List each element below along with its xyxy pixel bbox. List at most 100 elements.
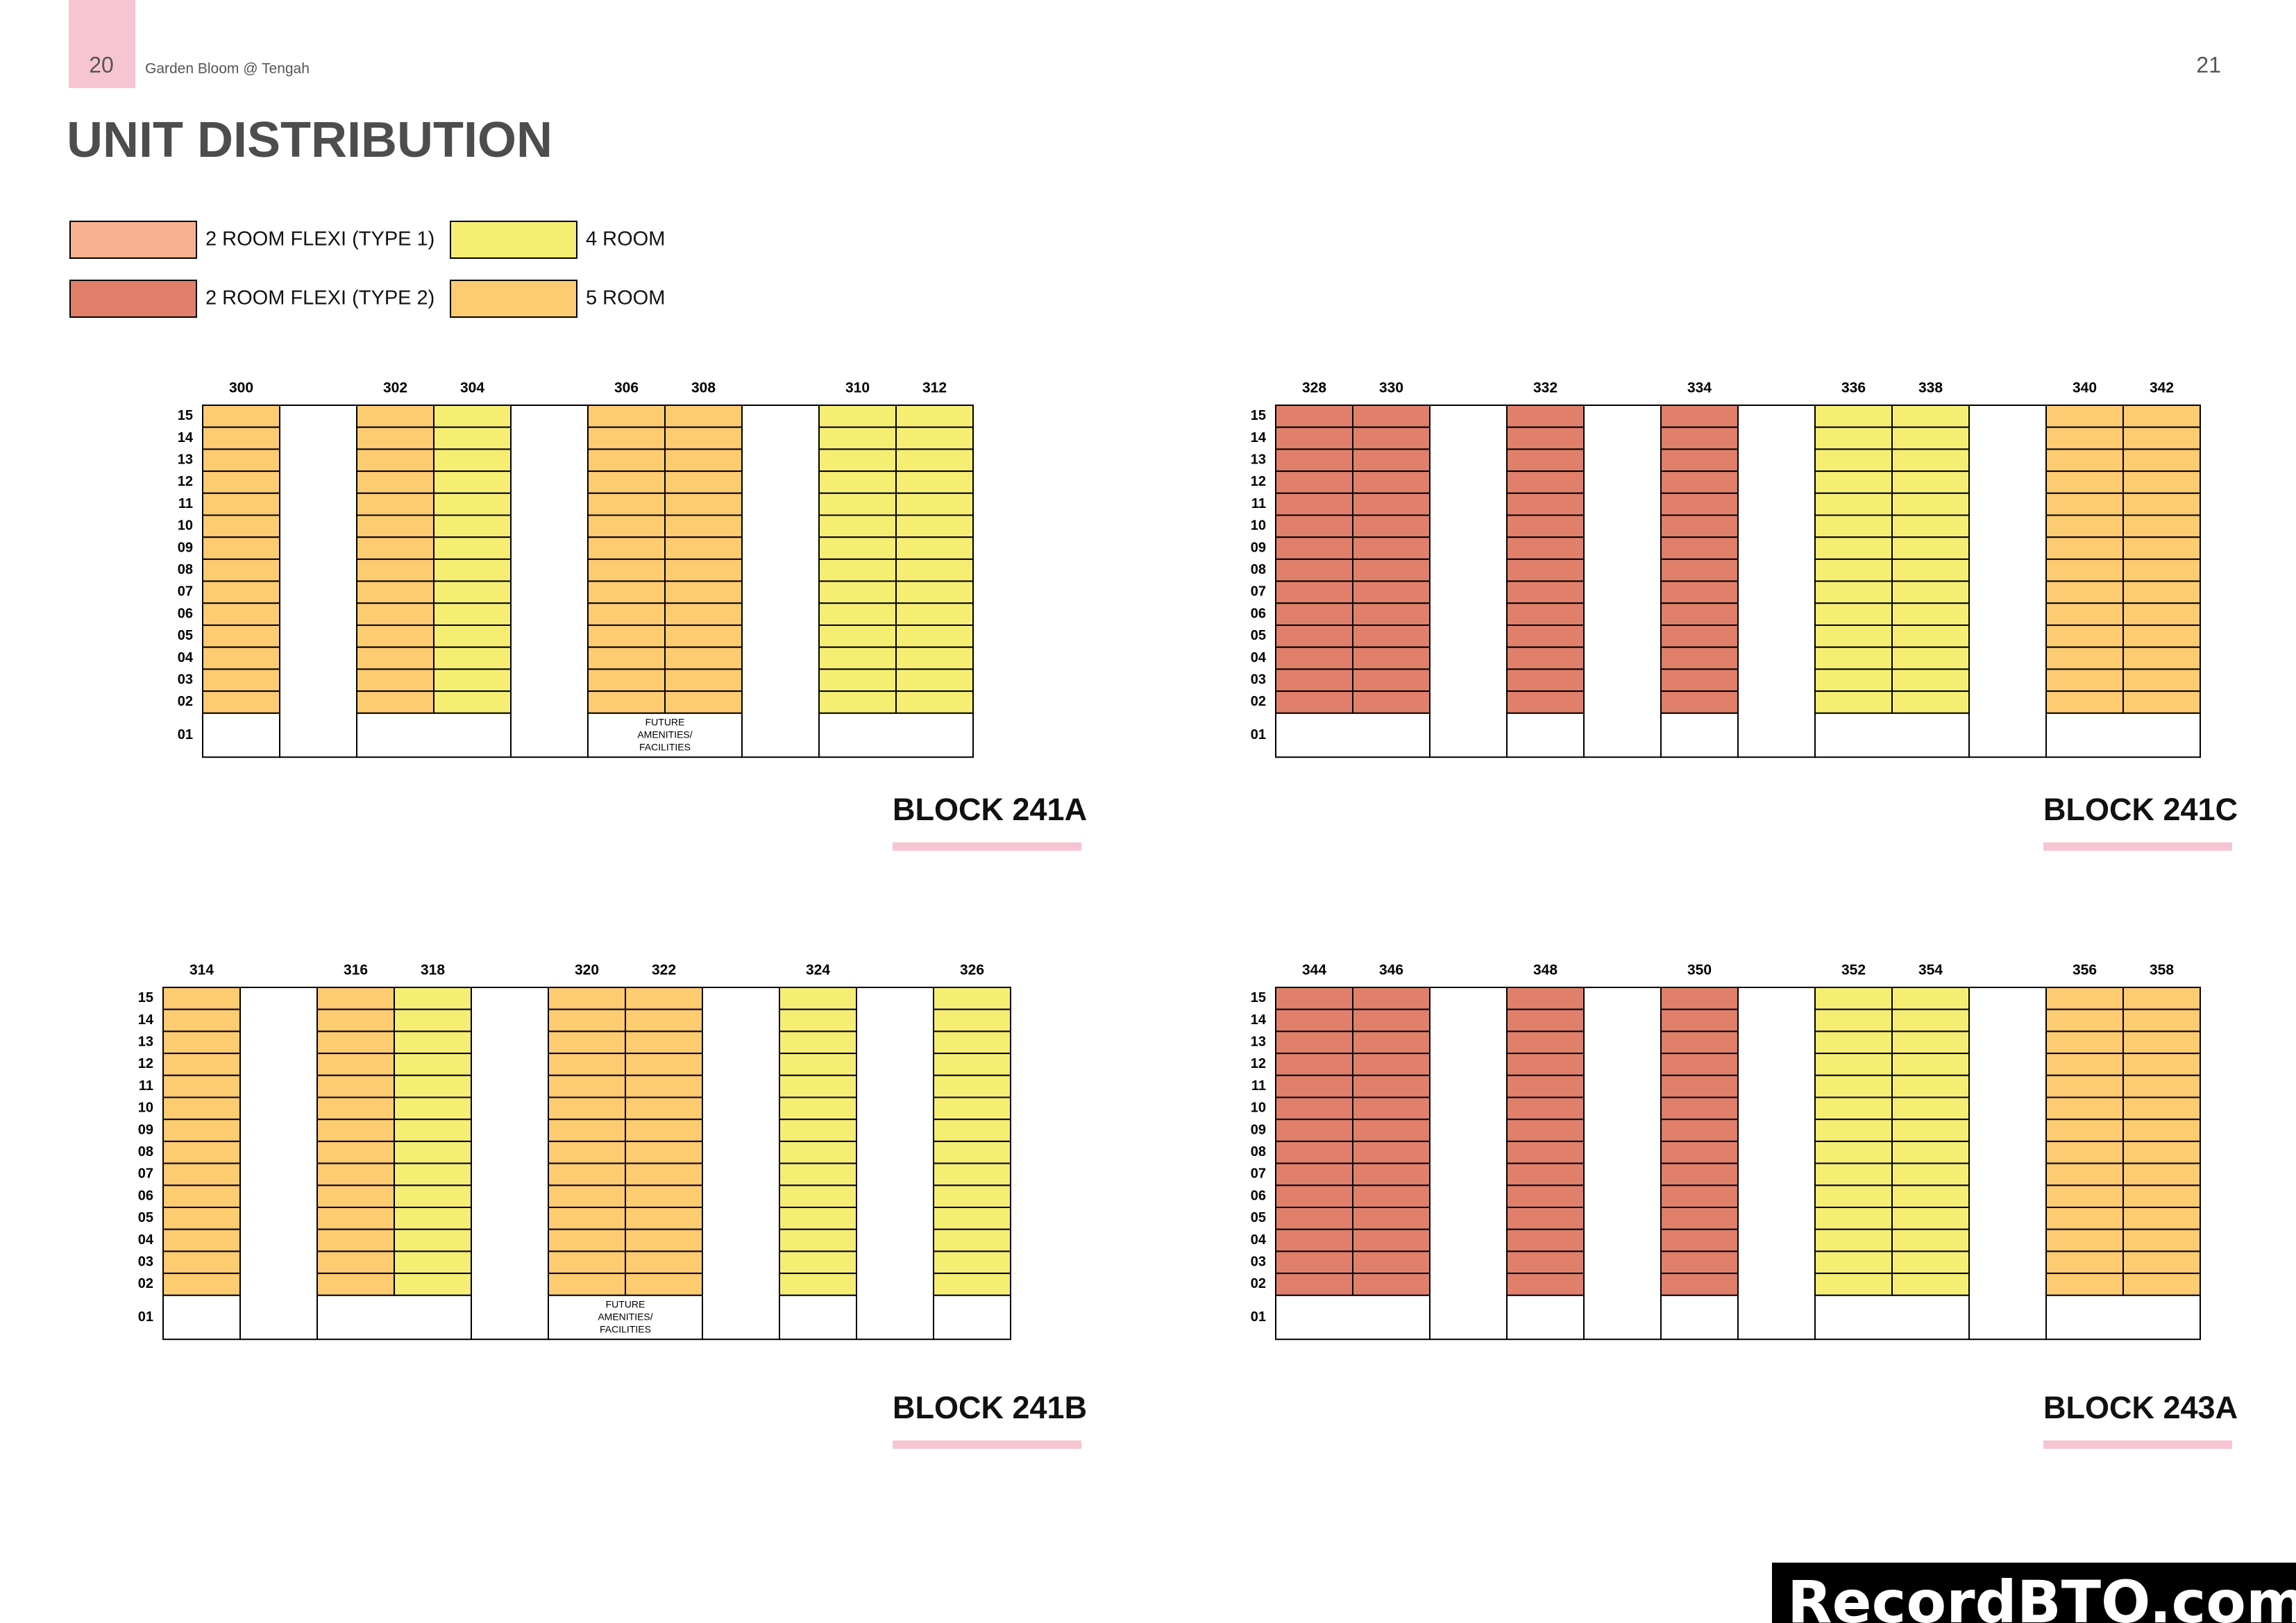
unit-cell: [2122, 1053, 2201, 1076]
floor-label: 07: [1251, 1166, 1266, 1182]
page-title: UNIT DISTRIBUTION: [67, 112, 552, 168]
block-underline: [2043, 842, 2232, 851]
ground-note: FUTURE: [645, 717, 685, 728]
unit-cell: [2045, 1119, 2124, 1142]
unit-cell: [1352, 1207, 1430, 1230]
unit-cell: [356, 492, 434, 516]
unit-cell: [394, 1119, 472, 1142]
unit-cell: [933, 1074, 1011, 1098]
unit-number: 352: [1841, 962, 1866, 978]
floor-label: 11: [139, 1078, 153, 1094]
unit-cell: [1660, 1207, 1739, 1230]
unit-cell: [587, 448, 666, 473]
unit-cell: [2122, 1074, 2201, 1098]
unit-cell: [1891, 624, 1970, 648]
unit-cell: [2045, 1096, 2124, 1121]
unit-cell: [2122, 602, 2201, 626]
floor-label: 01: [178, 727, 193, 742]
unit-cell: [2045, 690, 2124, 714]
unit-cell: [162, 1008, 241, 1033]
unit-cell: [1660, 580, 1739, 604]
void-column: [471, 987, 549, 1341]
unit-cell: [895, 624, 974, 648]
unit-cell: [548, 1008, 626, 1033]
unit-cell: [433, 426, 512, 450]
unit-cell: [433, 470, 512, 494]
unit-cell: [2045, 1074, 2124, 1098]
unit-cell: [394, 987, 472, 1010]
unit-cell: [933, 1207, 1011, 1230]
unit-number: 310: [845, 380, 870, 396]
unit-cell: [1352, 448, 1430, 473]
ground-note: FACILITIES: [600, 1324, 651, 1335]
unit-cell: [664, 448, 743, 473]
unit-cell: [664, 602, 743, 626]
unit-cell: [1506, 1030, 1585, 1055]
unit-cell: [818, 558, 897, 582]
floor-label: 15: [138, 990, 153, 1005]
floor-label: 05: [1251, 628, 1266, 643]
unit-cell: [2045, 536, 2124, 560]
unit-cell: [548, 1119, 626, 1142]
unit-cell: [2045, 1053, 2124, 1076]
unit-cell: [664, 492, 743, 516]
unit-number: 338: [1918, 380, 1943, 396]
unit-cell: [1275, 668, 1353, 692]
unit-cell: [587, 646, 666, 670]
unit-cell: [818, 448, 897, 473]
void-column: [1429, 987, 1508, 1341]
unit-cell: [1275, 514, 1353, 538]
unit-cell: [356, 558, 434, 582]
unit-cell: [162, 1162, 241, 1187]
unit-cell: [433, 690, 512, 714]
unit-cell: [316, 1162, 395, 1187]
unit-cell: [818, 514, 897, 538]
unit-cell: [2122, 987, 2201, 1010]
unit-cell: [548, 1096, 626, 1121]
unit-number: 350: [1687, 962, 1712, 978]
unit-cell: [933, 1250, 1011, 1275]
unit-cell: [2045, 405, 2124, 428]
unit-cell: [2122, 668, 2201, 692]
unit-cell: [1275, 1030, 1353, 1055]
floor-label: 13: [138, 1035, 153, 1050]
unit-cell: [1814, 624, 1893, 648]
unit-cell: [587, 624, 666, 648]
unit-cell: [933, 1140, 1011, 1164]
unit-cell: [1891, 514, 1970, 538]
unit-cell: [933, 1273, 1011, 1296]
unit-cell: [394, 1140, 472, 1164]
ground-cell: [1275, 712, 1430, 758]
unit-cell: [1352, 1140, 1430, 1164]
unit-cell: [895, 558, 974, 582]
unit-cell: [2045, 1228, 2124, 1252]
floor-label: 06: [178, 606, 193, 621]
void-column: [1968, 987, 2047, 1341]
unit-cell: [1352, 1273, 1430, 1296]
unit-cell: [1814, 1250, 1893, 1275]
unit-cell: [2122, 1228, 2201, 1252]
unit-cell: [779, 1273, 857, 1296]
unit-cell: [433, 602, 512, 626]
unit-cell: [625, 1053, 703, 1076]
unit-cell: [316, 1207, 395, 1230]
unit-cell: [1814, 690, 1893, 714]
unit-cell: [162, 1140, 241, 1164]
floor-label: 06: [1251, 1188, 1266, 1203]
unit-cell: [202, 602, 280, 626]
unit-cell: [356, 580, 434, 604]
legend-label: 4 ROOM: [586, 228, 665, 250]
floor-label: 05: [1251, 1210, 1266, 1225]
unit-cell: [1660, 1140, 1739, 1164]
unit-cell: [433, 646, 512, 670]
unit-cell: [1506, 1053, 1585, 1076]
unit-cell: [818, 668, 897, 692]
unit-cell: [1352, 1250, 1430, 1275]
unit-cell: [2122, 405, 2201, 428]
unit-cell: [1891, 492, 1970, 516]
unit-cell: [1275, 580, 1353, 604]
unit-cell: [895, 426, 974, 450]
unit-cell: [1660, 1228, 1739, 1252]
floor-label: 02: [1251, 1276, 1266, 1291]
